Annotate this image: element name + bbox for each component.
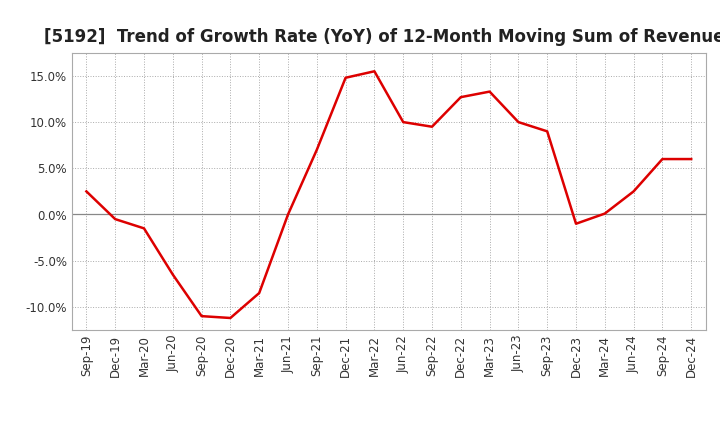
Title: [5192]  Trend of Growth Rate (YoY) of 12-Month Moving Sum of Revenues: [5192] Trend of Growth Rate (YoY) of 12-… xyxy=(44,28,720,46)
